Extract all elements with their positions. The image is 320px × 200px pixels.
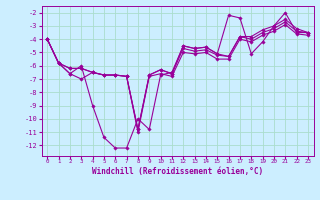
X-axis label: Windchill (Refroidissement éolien,°C): Windchill (Refroidissement éolien,°C): [92, 167, 263, 176]
